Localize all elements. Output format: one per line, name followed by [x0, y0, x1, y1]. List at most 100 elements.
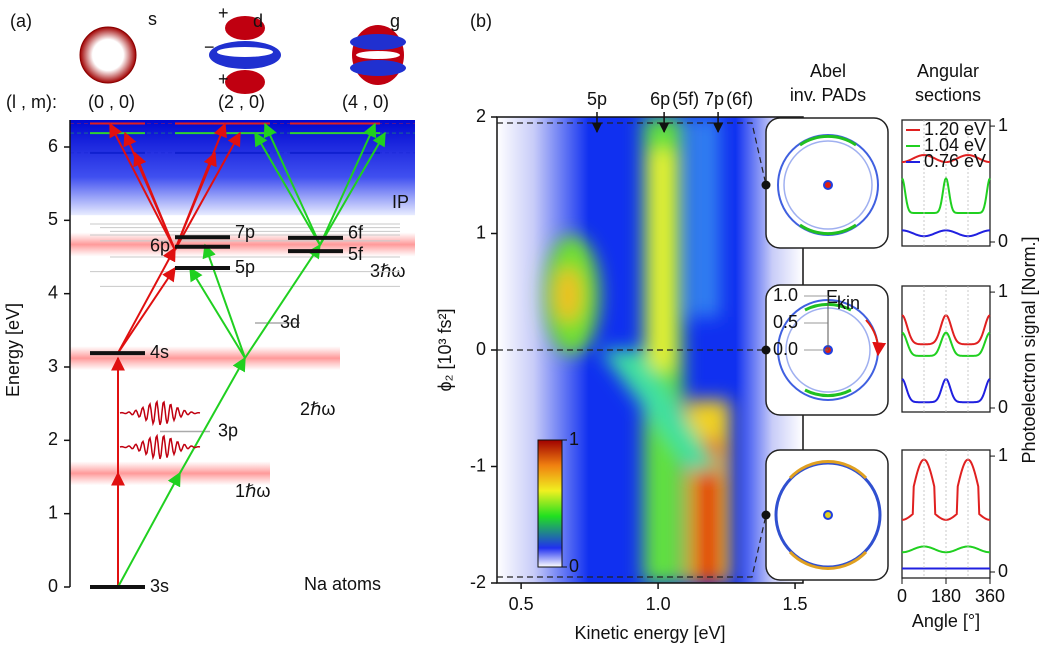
orbital-icons: [79, 16, 406, 94]
legend-label: 0.76 eV: [924, 151, 986, 171]
photon-label: 3ℏω: [370, 261, 405, 281]
faded-level-label: 3p: [218, 420, 238, 440]
excitation-arrow: [117, 266, 176, 354]
orbital-label: d: [253, 11, 263, 31]
photon-label: 1ℏω: [235, 481, 270, 501]
ekin-tick-label: 0.5: [773, 312, 798, 332]
panel-label: (b): [470, 11, 492, 31]
colorbar: [537, 439, 563, 568]
energy-level-label: 6f: [348, 223, 364, 243]
excitation-arrow: [174, 151, 217, 251]
peak-extra-label: (6f): [726, 89, 753, 109]
excitation-arrow: [244, 243, 321, 359]
orbital-label: g: [390, 11, 400, 31]
pad-dots: [761, 180, 771, 520]
lm-value: (4 , 0): [342, 92, 389, 112]
pulse: [119, 399, 201, 427]
pulse: [119, 433, 201, 461]
y-axis-label: ϕ₂ [10³ fs²]: [435, 308, 455, 391]
ekin-sub: kin: [837, 293, 860, 313]
peak-label: 5p: [587, 89, 607, 109]
legend-label: 1.20 eV: [924, 119, 986, 139]
orbital-sign: −: [204, 37, 215, 57]
section-curve: [901, 176, 991, 215]
lm-value: (0 , 0): [88, 92, 135, 112]
orbital-label: s: [148, 9, 157, 29]
excitation-arrow: [254, 131, 321, 246]
excitation-arrow: [117, 471, 181, 588]
section-y-tick-label: 1: [998, 281, 1008, 301]
section-y-tick-label: 1: [998, 115, 1008, 135]
peak-label: 6p: [650, 89, 670, 109]
section-x-tick-label: 180: [931, 586, 961, 606]
colorbar-tick-label: 0: [569, 556, 579, 576]
lm-value: (2 , 0): [218, 92, 265, 112]
section-curve: [901, 154, 991, 164]
y-tick-label: 2: [48, 429, 58, 449]
faded-level-label: 3d: [280, 312, 300, 332]
colorbar-tick-label: 1: [569, 429, 579, 449]
panel-label: (a): [10, 11, 32, 31]
peak-label: 7p: [704, 89, 724, 109]
y-tick-label: 6: [48, 136, 58, 156]
excitation-arrow: [319, 122, 377, 246]
ip-region: [70, 120, 415, 216]
y-tick-label: 4: [48, 282, 58, 302]
excitation-arrow: [179, 356, 246, 474]
pads-title: inv. PADs: [790, 85, 866, 105]
pads-title: Abel: [810, 61, 846, 81]
excitation-arrow: [117, 246, 176, 354]
energy-level-label: 4s: [150, 342, 169, 362]
section-curve: [901, 545, 991, 554]
excitation-arrow: [319, 131, 386, 246]
legend-label: 1.04 eV: [924, 135, 986, 155]
y-tick-label: 5: [48, 209, 58, 229]
section-curve: [901, 331, 991, 357]
section-y-tick-label: 0: [998, 561, 1008, 581]
ip-label: IP: [392, 192, 409, 212]
section-x-tick-label: 0: [897, 586, 907, 606]
x-tick-label: 1.5: [783, 594, 808, 614]
x-tick-label: 1.0: [646, 594, 671, 614]
y-tick-label: 0: [48, 576, 58, 596]
energy-level-label: 6p: [150, 235, 170, 255]
guides: [497, 122, 767, 578]
pad-images: [765, 117, 889, 581]
y-tick-label: -2: [470, 572, 486, 592]
lm-label: (l , m):: [6, 92, 57, 112]
excitation-arrow: [202, 243, 246, 359]
sections-x-label: Angle [°]: [912, 611, 980, 631]
y-tick-label: 2: [476, 106, 486, 126]
energy-level-label: 7p: [235, 222, 255, 242]
sections-title: Angular: [917, 61, 979, 81]
section-y-tick-label: 0: [998, 397, 1008, 417]
orbital-sign: +: [218, 69, 229, 89]
y-axis-label: Energy [eV]: [3, 303, 23, 397]
energy-level-label: 5p: [235, 257, 255, 277]
atoms-label: Na atoms: [304, 574, 381, 594]
x-axis-label: Kinetic energy [eV]: [574, 623, 725, 643]
y-tick-label: 0: [476, 339, 486, 359]
excitation-arrow: [109, 122, 176, 251]
ekin-main: E: [826, 287, 838, 307]
energy-level-label: 5f: [348, 244, 364, 264]
section-x-tick-label: 360: [975, 586, 1005, 606]
excitation-arrow: [174, 131, 241, 251]
excitation-arrow: [189, 266, 246, 359]
energy-level-label: 3s: [150, 576, 169, 596]
section-y-tick-label: 1: [998, 445, 1008, 465]
ekin-tick-label: 0.0: [773, 339, 798, 359]
sections-title: sections: [915, 85, 981, 105]
y-tick-label: -1: [470, 455, 486, 475]
y-tick-label: 1: [476, 222, 486, 242]
section-curve: [901, 229, 991, 238]
y-tick-label: 1: [48, 502, 58, 522]
peak-extra-label: (5f): [672, 89, 699, 109]
excitation-arrow: [263, 122, 321, 246]
sections-y-label: Photoelectron signal [Norm.]: [1019, 236, 1039, 463]
section-y-tick-label: 0: [998, 231, 1008, 251]
y-tick-label: 3: [48, 356, 58, 376]
photon-band: [70, 346, 340, 371]
x-tick-label: 0.5: [509, 594, 534, 614]
